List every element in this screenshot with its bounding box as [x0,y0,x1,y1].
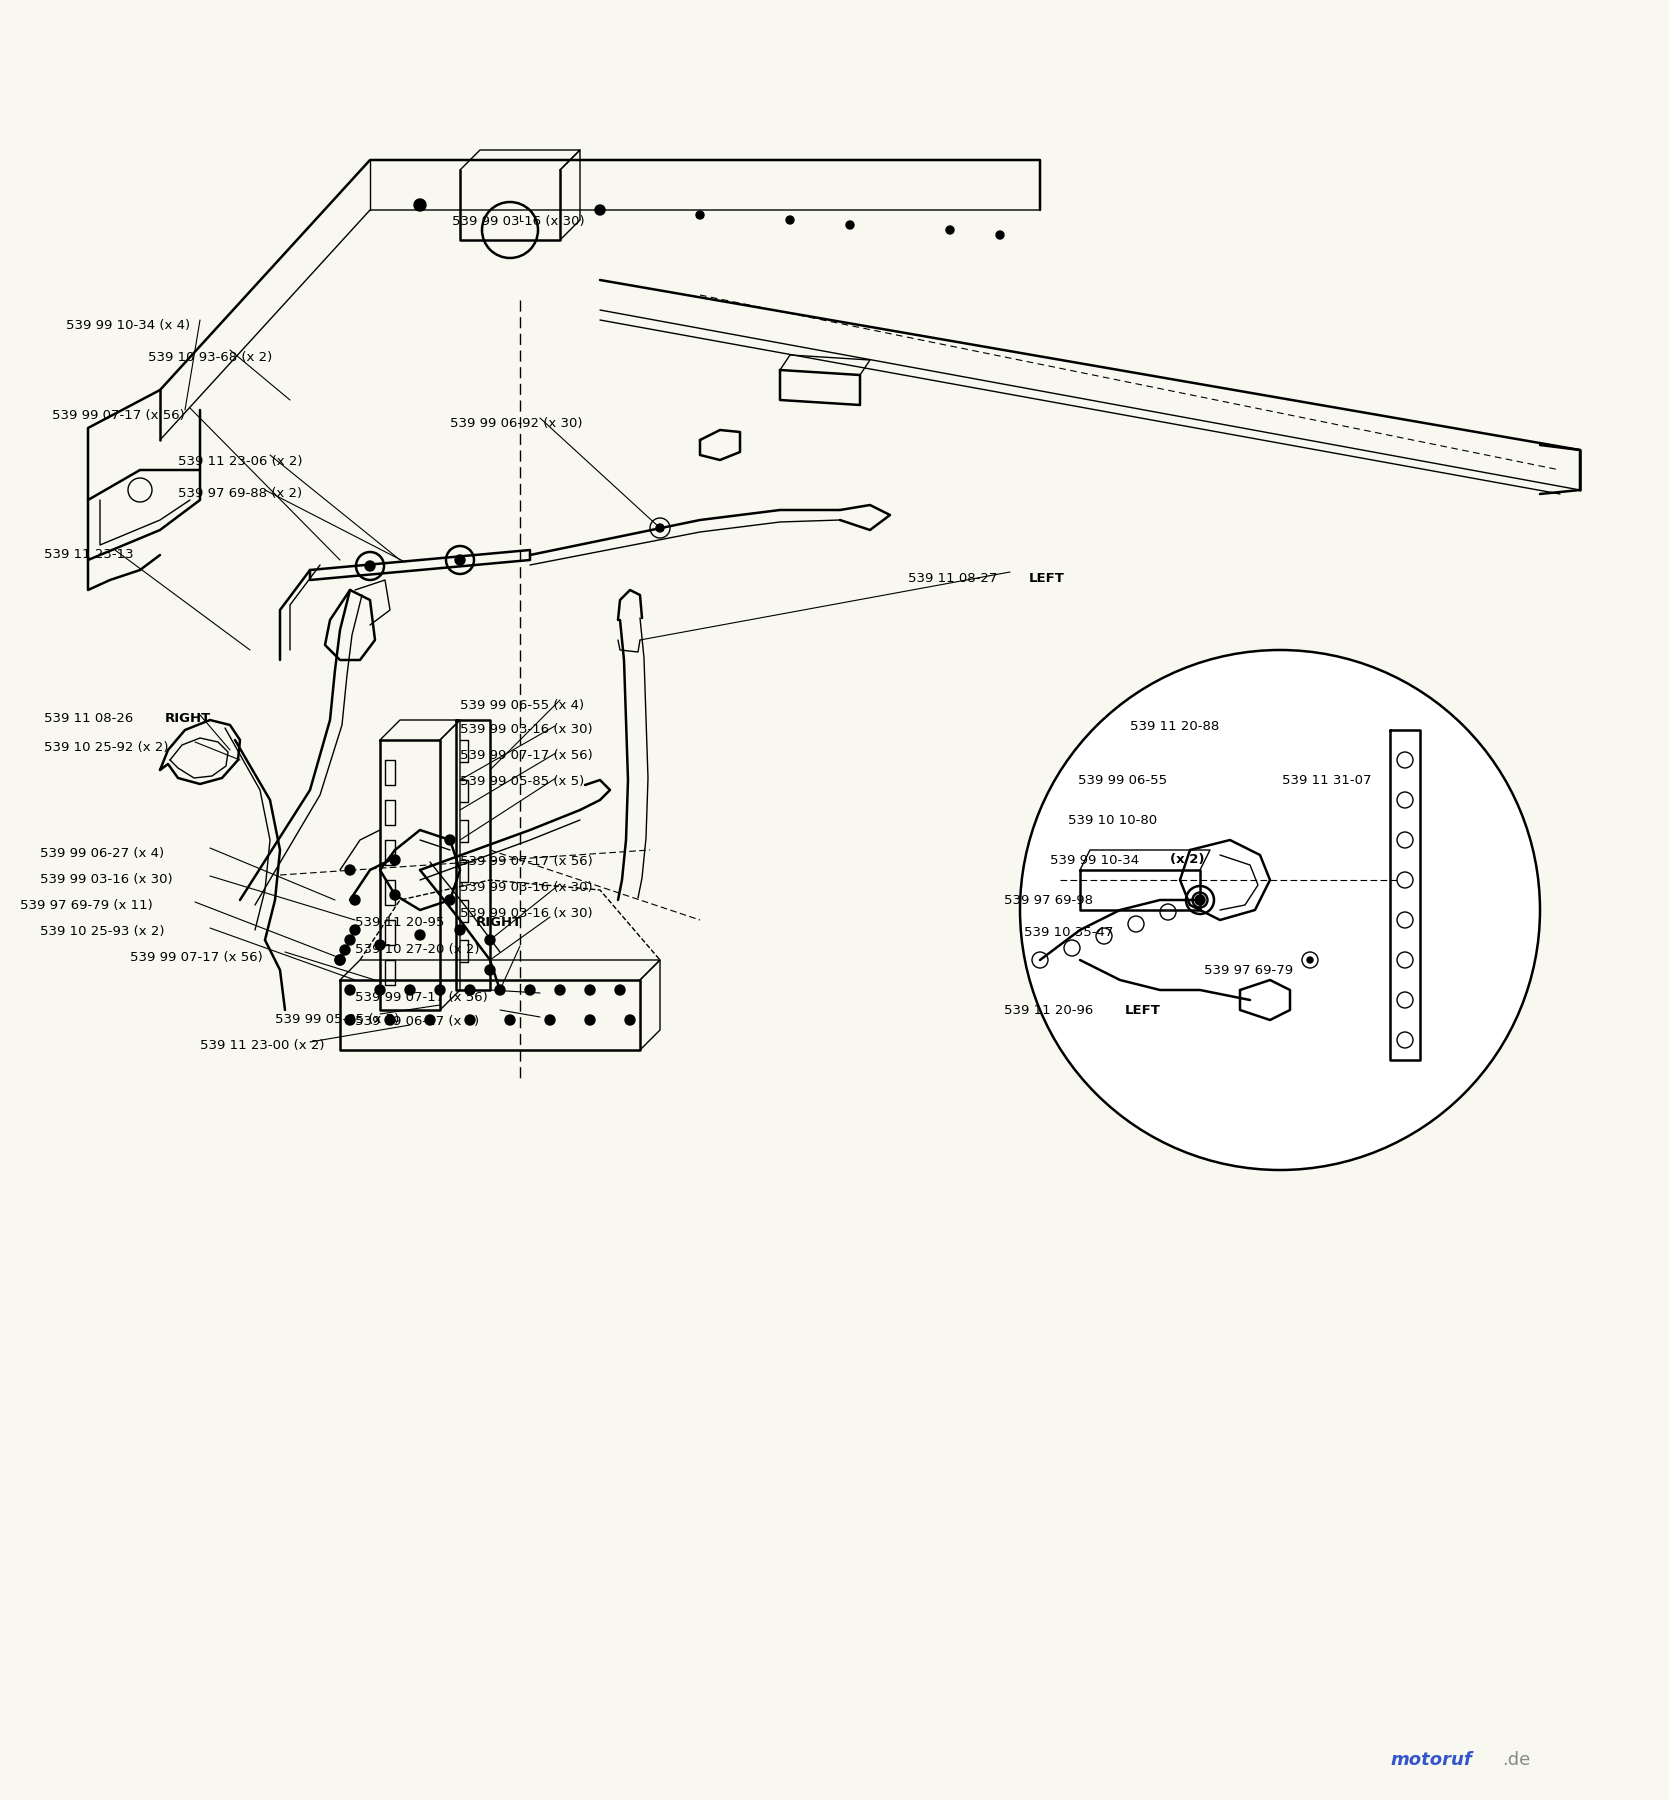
Circle shape [786,216,794,223]
Circle shape [456,925,466,934]
Circle shape [586,1015,596,1024]
Circle shape [1021,652,1539,1168]
Circle shape [345,985,355,995]
Circle shape [446,835,456,844]
Circle shape [624,1015,634,1024]
Circle shape [376,940,386,950]
Text: 539 10 35-47: 539 10 35-47 [1025,925,1113,938]
Circle shape [345,866,355,875]
Text: 539 11 08-26: 539 11 08-26 [43,711,137,724]
Text: .de: .de [1502,1751,1530,1769]
Circle shape [614,985,624,995]
Circle shape [846,221,855,229]
Circle shape [456,554,466,565]
Circle shape [436,985,446,995]
Circle shape [496,985,506,995]
Text: 539 99 06-27 (x 4): 539 99 06-27 (x 4) [355,1015,479,1028]
Text: 539 99 03-16 (x 30): 539 99 03-16 (x 30) [452,216,584,229]
Circle shape [426,1015,436,1024]
Circle shape [345,934,355,945]
Text: LEFT: LEFT [1028,572,1065,585]
Circle shape [1307,958,1314,963]
Circle shape [391,889,401,900]
Circle shape [506,1015,516,1024]
Circle shape [416,931,426,940]
Text: 539 11 23-00 (x 2): 539 11 23-00 (x 2) [200,1040,324,1053]
Circle shape [335,956,345,965]
Circle shape [1195,895,1205,905]
Text: RIGHT: RIGHT [476,916,522,929]
Circle shape [391,855,401,866]
Text: 539 11 23-06 (x 2): 539 11 23-06 (x 2) [179,455,302,468]
Text: 539 10 93-68 (x 2): 539 10 93-68 (x 2) [149,351,272,364]
Circle shape [656,524,664,533]
Text: 539 11 08-27: 539 11 08-27 [908,572,1001,585]
Circle shape [446,895,456,905]
Circle shape [386,1015,396,1024]
Text: 539 99 03-16 (x 30): 539 99 03-16 (x 30) [461,724,592,736]
Text: RIGHT: RIGHT [165,711,210,724]
Text: (x 2): (x 2) [1170,853,1205,866]
Circle shape [366,562,376,571]
Text: 539 99 07-17 (x 56): 539 99 07-17 (x 56) [461,749,592,763]
Text: 539 99 10-34 (x 4): 539 99 10-34 (x 4) [67,320,190,333]
Text: 539 99 06-55 (x 4): 539 99 06-55 (x 4) [461,700,584,713]
Circle shape [340,945,350,956]
Circle shape [546,1015,556,1024]
Text: 539 97 69-88 (x 2): 539 97 69-88 (x 2) [179,488,302,500]
Text: LEFT: LEFT [1125,1004,1160,1017]
Circle shape [596,205,604,214]
Circle shape [526,985,536,995]
Circle shape [586,985,596,995]
Circle shape [345,1015,355,1024]
Text: 539 11 23-13: 539 11 23-13 [43,547,134,560]
Text: 539 99 03-16 (x 30): 539 99 03-16 (x 30) [461,907,592,920]
Text: 539 99 07-17 (x 56): 539 99 07-17 (x 56) [355,992,487,1004]
Circle shape [350,925,361,934]
Text: motoruf: motoruf [1390,1751,1472,1769]
Circle shape [946,227,955,234]
Circle shape [350,895,361,905]
Circle shape [376,985,386,995]
Text: 539 11 20-96: 539 11 20-96 [1005,1004,1098,1017]
Text: 539 97 69-79: 539 97 69-79 [1203,963,1293,976]
Text: 539 11 20-95: 539 11 20-95 [355,916,449,929]
Text: 539 99 03-16 (x 30): 539 99 03-16 (x 30) [40,873,172,887]
Text: 539 97 69-79 (x 11): 539 97 69-79 (x 11) [20,900,154,913]
Circle shape [466,985,476,995]
Text: 539 99 06-55: 539 99 06-55 [1078,774,1167,787]
Text: 539 97 69-98: 539 97 69-98 [1005,893,1093,907]
Circle shape [996,230,1005,239]
Text: 539 99 06-27 (x 4): 539 99 06-27 (x 4) [40,848,164,860]
Text: 539 99 10-34: 539 99 10-34 [1050,853,1143,866]
Text: 539 99 05-85 (x 5): 539 99 05-85 (x 5) [461,776,584,788]
Circle shape [486,934,496,945]
Text: 539 99 05-85 (x 5): 539 99 05-85 (x 5) [275,1013,399,1026]
Circle shape [556,985,566,995]
Text: 539 10 27-20 (x 2): 539 10 27-20 (x 2) [355,943,479,956]
Text: 539 11 31-07: 539 11 31-07 [1282,774,1372,787]
Text: 539 99 07-17 (x 56): 539 99 07-17 (x 56) [461,855,592,869]
Text: 539 10 10-80: 539 10 10-80 [1068,814,1157,826]
Text: 539 99 07-17 (x 56): 539 99 07-17 (x 56) [130,952,262,965]
Circle shape [466,1015,476,1024]
Circle shape [414,200,426,211]
Text: 539 99 03-16 (x 30): 539 99 03-16 (x 30) [461,882,592,895]
Text: 539 99 06-92 (x 30): 539 99 06-92 (x 30) [451,418,582,430]
Circle shape [406,985,416,995]
Text: 539 99 07-17 (x 56): 539 99 07-17 (x 56) [52,409,185,421]
Text: 539 10 25-93 (x 2): 539 10 25-93 (x 2) [40,925,165,938]
Circle shape [696,211,704,220]
Text: 539 10 25-92 (x 2): 539 10 25-92 (x 2) [43,742,169,754]
Circle shape [335,956,345,965]
Circle shape [486,965,496,976]
Text: 539 11 20-88: 539 11 20-88 [1130,720,1220,733]
